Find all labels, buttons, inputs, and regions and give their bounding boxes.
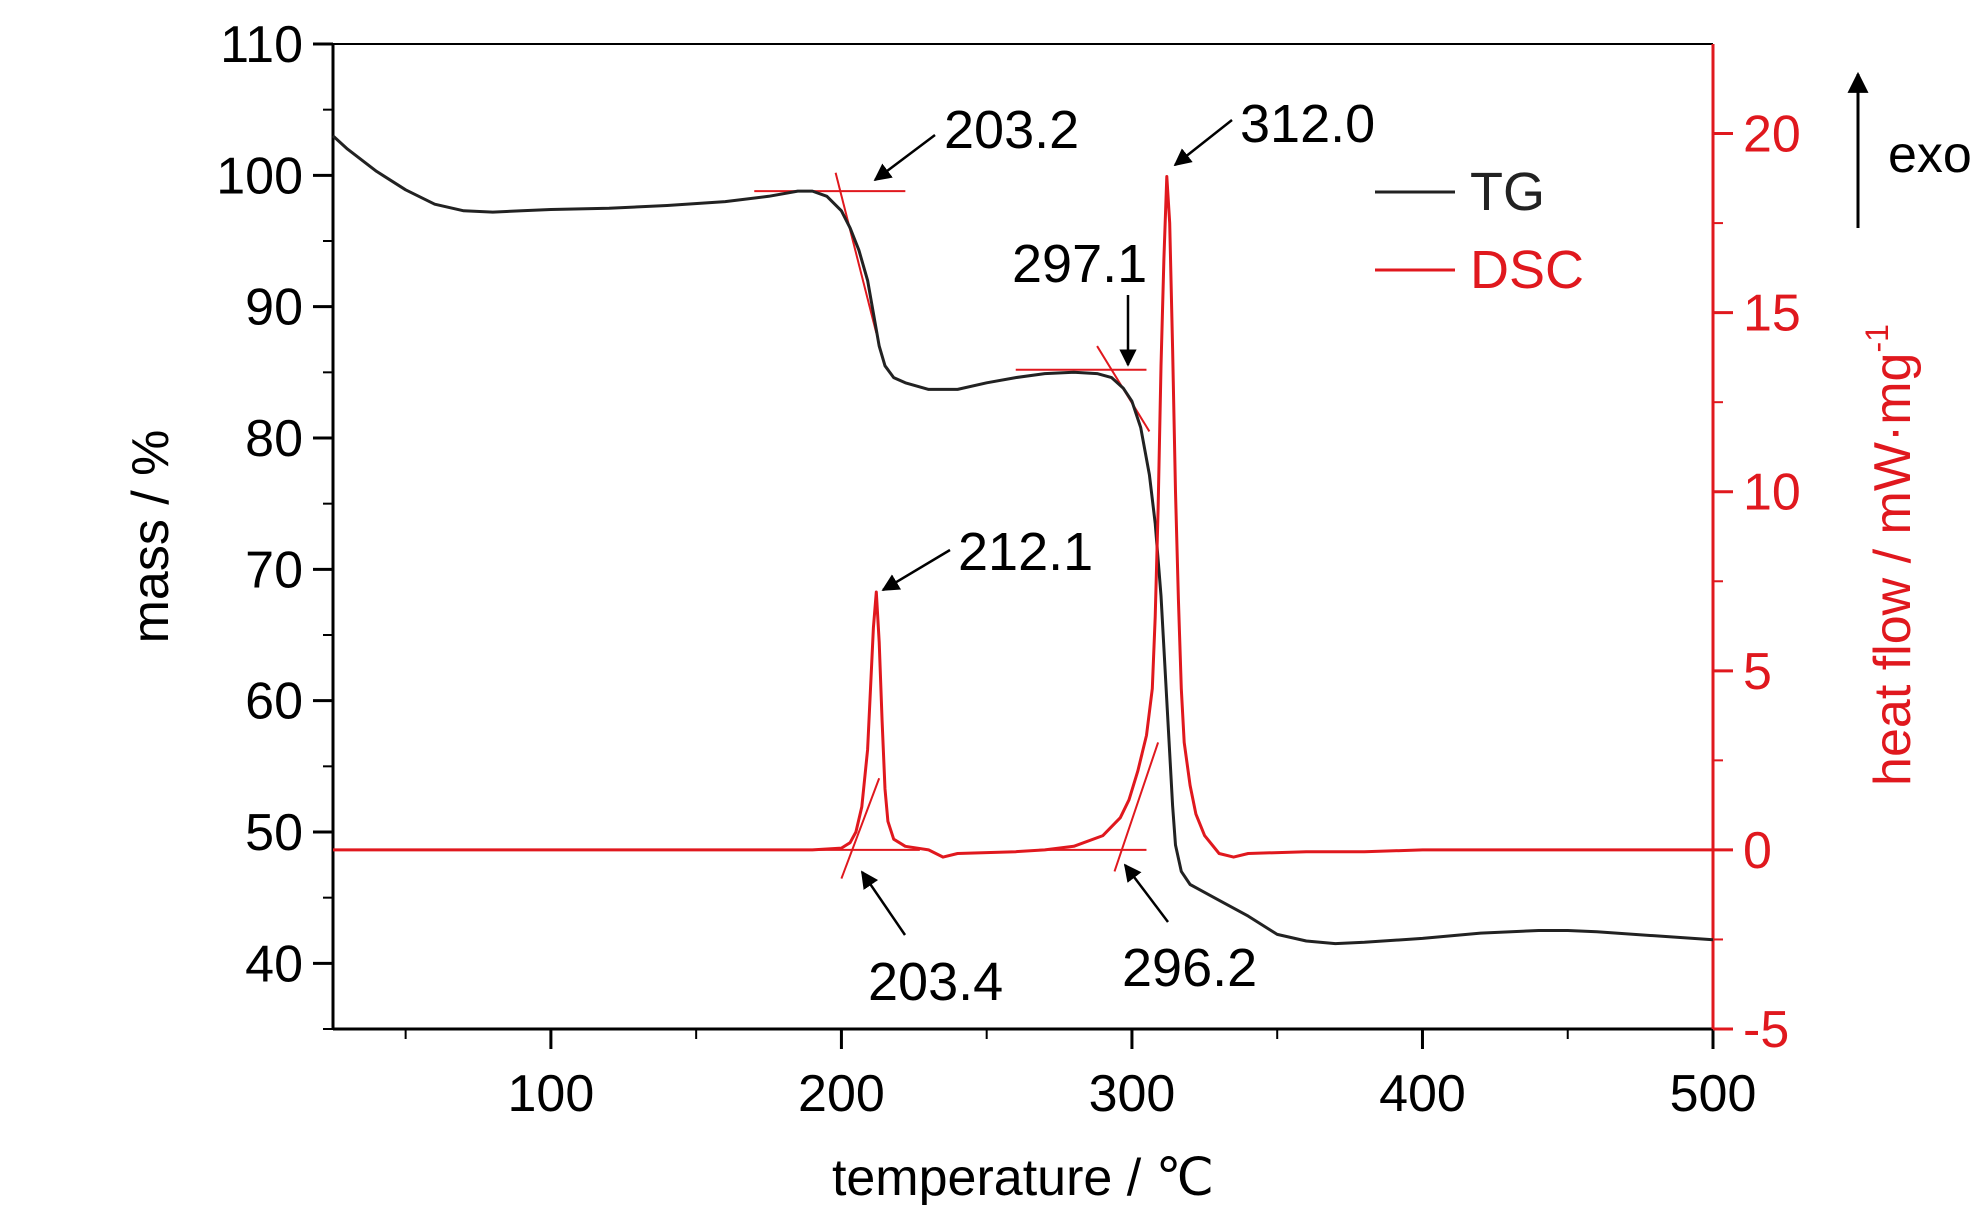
y-left-tick-label: 60 — [245, 673, 303, 731]
annotation-arrow — [881, 548, 951, 592]
exo-label: exo — [1888, 126, 1972, 184]
y-right-axis-title: heat flow / mW·mg-1 — [1859, 324, 1922, 786]
annotation-arrow — [1123, 863, 1169, 923]
y-right-tick-label: -5 — [1743, 1001, 1789, 1059]
annotation-label: 296.2 — [1122, 938, 1257, 998]
annotation-label: 312.0 — [1240, 94, 1375, 154]
y-right-tick-label: 20 — [1743, 106, 1801, 164]
x-tick-label: 200 — [798, 1065, 885, 1123]
y-right-tick-label: 0 — [1743, 822, 1772, 880]
y-right-tick-label: 10 — [1743, 464, 1801, 522]
x-axis-title: temperature / ℃ — [832, 1149, 1214, 1205]
y-right-tick-label: 5 — [1743, 643, 1772, 701]
x-tick-label: 300 — [1089, 1065, 1176, 1123]
y-left-tick-label: 80 — [245, 410, 303, 468]
y-left-tick-label: 100 — [216, 147, 303, 205]
y-left-tick-label: 70 — [245, 541, 303, 599]
annotation-arrow — [1173, 119, 1233, 167]
x-tick-label: 100 — [508, 1065, 595, 1123]
legend-label-dsc: DSC — [1470, 240, 1584, 300]
x-tick-label: 500 — [1670, 1065, 1757, 1123]
annotation-label: 203.2 — [944, 100, 1079, 160]
series-line-tg — [331, 134, 1714, 946]
tangent-line — [1113, 742, 1160, 872]
annotation-arrow — [873, 134, 936, 182]
y-right-axis-title-superscript: -1 — [1859, 324, 1895, 352]
annotation-label: 212.1 — [958, 522, 1093, 582]
y-left-tick-label: 50 — [245, 804, 303, 862]
y-left-tick-label: 110 — [220, 16, 303, 74]
tangent-line — [834, 172, 878, 334]
y-left-axis-title: mass / % — [122, 430, 180, 644]
y-right-tick-label: 15 — [1743, 285, 1801, 343]
annotation-label: 203.4 — [868, 952, 1003, 1012]
y-left-tick-label: 40 — [245, 935, 303, 993]
legend-label-tg: TG — [1470, 162, 1545, 222]
x-tick-label: 400 — [1379, 1065, 1466, 1123]
annotation-arrow — [860, 870, 907, 936]
tangent-line — [840, 777, 881, 879]
series-line-dsc — [333, 175, 1713, 859]
annotation-label: 297.1 — [1012, 234, 1147, 294]
y-left-tick-label: 90 — [245, 279, 303, 337]
